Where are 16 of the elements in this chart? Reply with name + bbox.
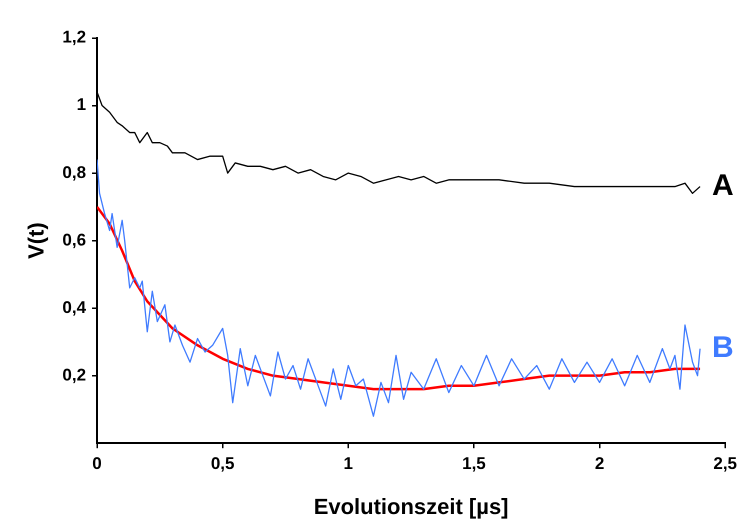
x-tick-label: 2,5 bbox=[713, 454, 738, 474]
y-tick-label: 1,2 bbox=[62, 28, 86, 47]
y-tick-label: 0,6 bbox=[62, 230, 86, 250]
x-tick-label: 0 bbox=[92, 454, 102, 474]
x-axis-title: Evolutionszeit [µs] bbox=[314, 494, 509, 519]
y-axis-title: V(t) bbox=[23, 222, 48, 259]
series-label: A bbox=[712, 168, 734, 202]
series-label: B bbox=[712, 330, 734, 364]
y-tick-label: 0,2 bbox=[62, 365, 86, 384]
x-tick-label: 1,5 bbox=[462, 454, 486, 474]
x-tick-label: 0,5 bbox=[210, 454, 234, 474]
y-tick-label: 1 bbox=[76, 95, 86, 114]
x-tick-label: 1 bbox=[344, 454, 354, 474]
x-tick-label: 2 bbox=[594, 454, 604, 474]
y-tick-label: 0,8 bbox=[62, 162, 86, 182]
y-tick-label: 0,4 bbox=[62, 298, 87, 317]
